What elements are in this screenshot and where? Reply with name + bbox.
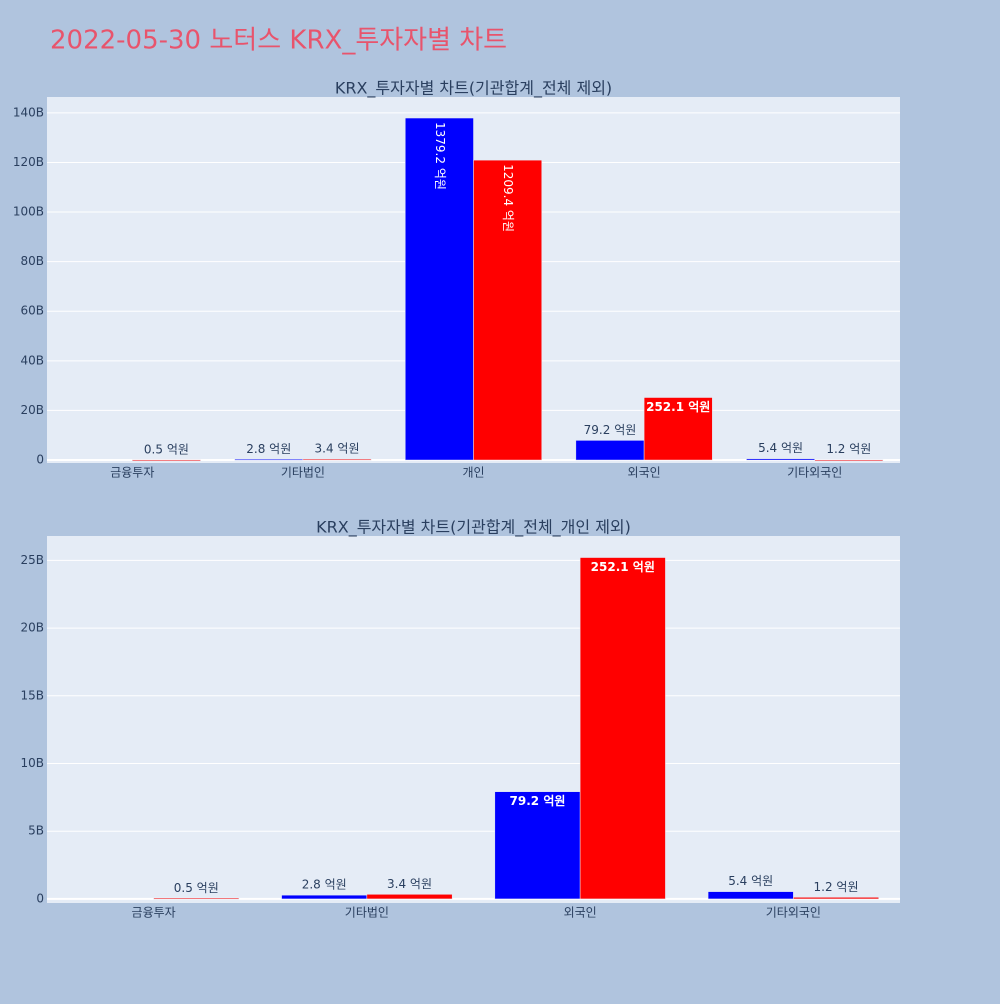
data-label: 252.1 억원 [591, 560, 655, 574]
data-label: 5.4 억원 [758, 441, 803, 455]
x-tick-label: 외국인 [564, 906, 597, 920]
bar [793, 897, 879, 900]
plot-area [47, 536, 900, 903]
bar [302, 458, 372, 461]
data-label: 1379.2 억원 [433, 122, 447, 190]
y-tick-label: 140B [13, 105, 44, 119]
data-label: 252.1 억원 [646, 400, 710, 414]
bar [707, 891, 794, 900]
y-tick-label: 20B [20, 621, 44, 635]
y-tick-label: 15B [20, 688, 44, 702]
bar [153, 898, 240, 900]
x-tick-label: 금융투자 [110, 466, 154, 480]
bar [575, 440, 645, 461]
x-tick-label: 기타외국인 [766, 906, 821, 920]
page-title: 2022-05-30 노터스 KRX_투자자별 차트 [50, 26, 507, 56]
data-label: 2.8 억원 [302, 878, 347, 892]
data-label: 5.4 억원 [728, 874, 773, 888]
data-label: 1.2 억원 [826, 442, 871, 456]
x-tick-label: 기타법인 [345, 906, 389, 920]
chart-title: KRX_투자자별 차트(기관합계_전체_개인 제외) [316, 518, 631, 538]
bar [405, 117, 474, 461]
x-tick-label: 외국인 [628, 466, 661, 480]
x-tick-label: 기타법인 [281, 466, 325, 480]
y-tick-label: 0 [36, 891, 44, 905]
y-tick-label: 100B [13, 205, 44, 219]
bar [643, 397, 713, 461]
bar [814, 459, 884, 461]
bar [494, 791, 581, 900]
x-tick-label: 개인 [462, 466, 484, 480]
y-tick-label: 20B [20, 403, 44, 417]
bar [281, 894, 368, 900]
data-label: 3.4 억원 [387, 877, 432, 891]
bar [366, 894, 453, 900]
data-label: 0.5 억원 [144, 442, 189, 456]
data-label: 3.4 억원 [315, 442, 360, 456]
bar [473, 159, 542, 461]
y-tick-label: 40B [20, 353, 44, 367]
bar [132, 459, 201, 462]
data-label: 1.2 억원 [814, 880, 859, 894]
data-label: 0.5 억원 [174, 881, 219, 895]
y-tick-label: 10B [20, 756, 44, 770]
bar [579, 557, 666, 900]
y-tick-label: 80B [20, 254, 44, 268]
y-tick-label: 25B [20, 553, 44, 567]
y-tick-label: 120B [13, 155, 44, 169]
x-tick-label: 금융투자 [132, 906, 176, 920]
y-tick-label: 5B [28, 824, 44, 838]
y-tick-label: 60B [20, 304, 44, 318]
data-label: 1209.4 억원 [501, 164, 515, 232]
bar [746, 458, 815, 461]
y-tick-label: 0 [36, 453, 44, 467]
data-label: 79.2 억원 [584, 423, 637, 437]
data-label: 79.2 억원 [510, 794, 566, 808]
bar [234, 459, 304, 461]
x-tick-label: 기타외국인 [787, 466, 842, 480]
chart-title: KRX_투자자별 차트(기관합계_전체 제외) [335, 79, 612, 99]
data-label: 2.8 억원 [246, 442, 291, 456]
